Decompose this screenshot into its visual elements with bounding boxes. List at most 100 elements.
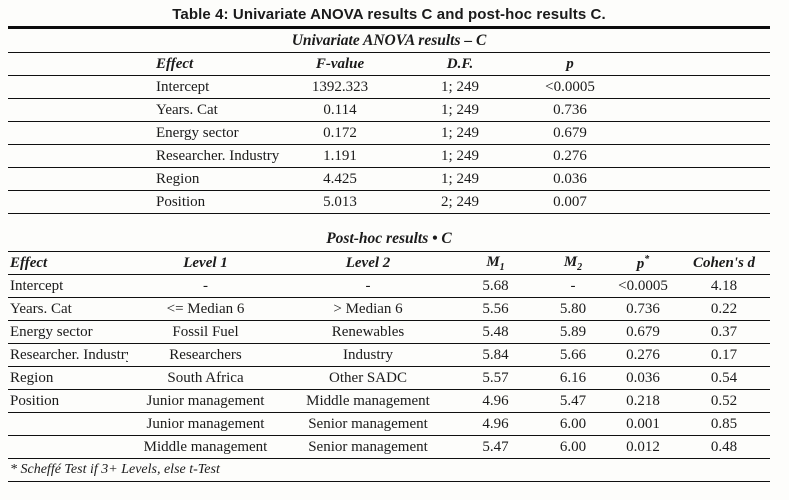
column-header-effect: Effect — [10, 254, 48, 271]
table-row: Region South Africa Other SADC 5.57 6.16… — [8, 367, 770, 390]
spacer-cell — [8, 53, 148, 76]
p-cell: 0.218 — [626, 392, 660, 409]
column-header-level1: Level 1 — [183, 254, 228, 271]
level2-cell: Renewables — [331, 323, 405, 340]
table-row: Energy sector 0.172 1; 249 0.679 — [8, 122, 771, 145]
table-row: Researcher. Industry 1.191 1; 249 0.276 — [8, 145, 771, 168]
df-cell: 2; 249 — [441, 193, 479, 210]
table-row: Junior management Senior management 4.96… — [8, 413, 770, 436]
effect-cell: Region — [156, 170, 200, 187]
posthoc-header-row: Effect Level 1 Level 2 M1 M2 p* Cohen's … — [8, 252, 770, 275]
column-header-effect: Effect — [156, 55, 194, 72]
level2-cell: Senior management — [308, 438, 428, 455]
column-header-df: D.F. — [446, 55, 474, 72]
p-asterisk: * — [644, 253, 650, 265]
m2-cell: 5.66 — [559, 346, 587, 363]
m2-cell: 5.89 — [559, 323, 587, 340]
spacer-cell — [8, 168, 148, 191]
cohens-d-cell: 0.85 — [710, 415, 738, 432]
level1-cell: South Africa — [167, 369, 244, 386]
spacer-cell — [620, 122, 770, 145]
column-header-p: p — [566, 55, 574, 72]
m2-cell: 5.47 — [559, 392, 587, 409]
m1-cell: 5.57 — [482, 369, 509, 386]
spacer-cell — [8, 122, 148, 145]
m1-cell: 5.84 — [482, 346, 509, 363]
f-value-cell: 5.013 — [323, 193, 357, 210]
m2-base: M — [563, 253, 578, 270]
cohens-d-cell: 0.54 — [710, 369, 738, 386]
m1-cell: 5.68 — [482, 277, 509, 294]
effect-cell: Years. Cat — [156, 101, 218, 118]
table-row: Position Junior management Middle manage… — [8, 390, 770, 413]
effect-cell: Intercept — [156, 78, 210, 95]
effect-cell: Energy sector — [10, 323, 93, 340]
level2-cell: - — [365, 277, 371, 294]
m1-cell: 5.47 — [482, 438, 509, 455]
posthoc-table: Effect Level 1 Level 2 M1 M2 p* Cohen's … — [8, 251, 770, 482]
table-row: Years. Cat <= Median 6 > Median 6 5.56 5… — [8, 298, 770, 321]
level1-cell: Researchers — [169, 346, 242, 363]
paper-table-figure: Table 4: Univariate ANOVA results C and … — [8, 6, 771, 482]
level1-cell: Fossil Fuel — [172, 323, 239, 340]
cohens-d-cell: 4.18 — [710, 277, 738, 294]
footnote-row: * Scheffé Test if 3+ Levels, else t-Test — [8, 459, 770, 482]
effect-cell: Position — [156, 193, 206, 210]
f-value-cell: 1392.323 — [311, 78, 369, 95]
p-base: p — [636, 255, 645, 272]
spacer-cell — [620, 99, 770, 122]
m1-cell: 4.96 — [482, 392, 509, 409]
table-footnote: * Scheffé Test if 3+ Levels, else t-Test — [10, 462, 220, 477]
m1-cell: 4.96 — [482, 415, 509, 432]
m2-subscript: 2 — [577, 261, 583, 273]
anova-title-row: Univariate ANOVA results – C — [8, 28, 771, 53]
column-header-f-value: F-value — [315, 55, 365, 72]
m1-subscript: 1 — [499, 261, 505, 273]
spacer-cell — [620, 53, 770, 76]
table-row: Intercept 1392.323 1; 249 <0.0005 — [8, 76, 771, 99]
level2-cell: Industry — [343, 346, 393, 363]
p-cell: 0.012 — [626, 438, 660, 455]
effect-cell: Years. Cat — [10, 300, 72, 317]
column-header-cohens-d: Cohen's d — [692, 254, 756, 271]
f-value-cell: 0.172 — [323, 124, 357, 141]
m2-cell: 6.00 — [559, 438, 587, 455]
effect-cell: Region — [10, 369, 54, 386]
posthoc-section-title: Post-hoc results • C — [326, 230, 452, 247]
df-cell: 1; 249 — [441, 147, 479, 164]
m1-cell: 5.48 — [482, 323, 509, 340]
p-cell: 0.276 — [626, 346, 660, 363]
p-cell: 0.007 — [553, 193, 587, 210]
level1-cell: Middle management — [143, 438, 268, 455]
column-header-m1: M1 — [453, 252, 538, 275]
m1-cell: 5.56 — [482, 300, 509, 317]
effect-cell: Energy sector — [156, 124, 239, 141]
f-value-cell: 0.114 — [323, 101, 357, 118]
spacer-cell — [620, 191, 770, 214]
effect-cell: Intercept — [10, 277, 64, 294]
m1-base: M — [486, 253, 500, 270]
effect-cell: Researcher. Industry — [156, 147, 280, 164]
level2-cell: > Median 6 — [333, 300, 403, 317]
anova-table: Univariate ANOVA results – C Effect F-va… — [8, 26, 771, 214]
p-cell: <0.0005 — [618, 277, 668, 294]
m2-cell: 6.16 — [559, 369, 587, 386]
table-row: Middle management Senior management 5.47… — [8, 436, 770, 459]
effect-cell — [8, 436, 128, 459]
column-header-p-star: p* — [608, 252, 678, 275]
level2-cell: Senior management — [308, 415, 428, 432]
p-cell: 0.679 — [553, 124, 587, 141]
effect-cell: Position — [10, 392, 60, 409]
p-cell: 0.036 — [553, 170, 587, 187]
df-cell: 1; 249 — [441, 101, 479, 118]
table-row: Years. Cat 0.114 1; 249 0.736 — [8, 99, 771, 122]
table-row: Researcher. Industry Researchers Industr… — [8, 344, 770, 367]
level1-cell: Junior management — [146, 415, 265, 432]
column-header-level2: Level 2 — [345, 254, 391, 271]
p-cell: <0.0005 — [545, 78, 595, 95]
table-row: Intercept - - 5.68 - <0.0005 4.18 — [8, 275, 770, 298]
anova-header-row: Effect F-value D.F. p — [8, 53, 771, 76]
p-cell: 0.001 — [626, 415, 660, 432]
spacer-cell — [620, 76, 770, 99]
spacer-cell — [8, 99, 148, 122]
